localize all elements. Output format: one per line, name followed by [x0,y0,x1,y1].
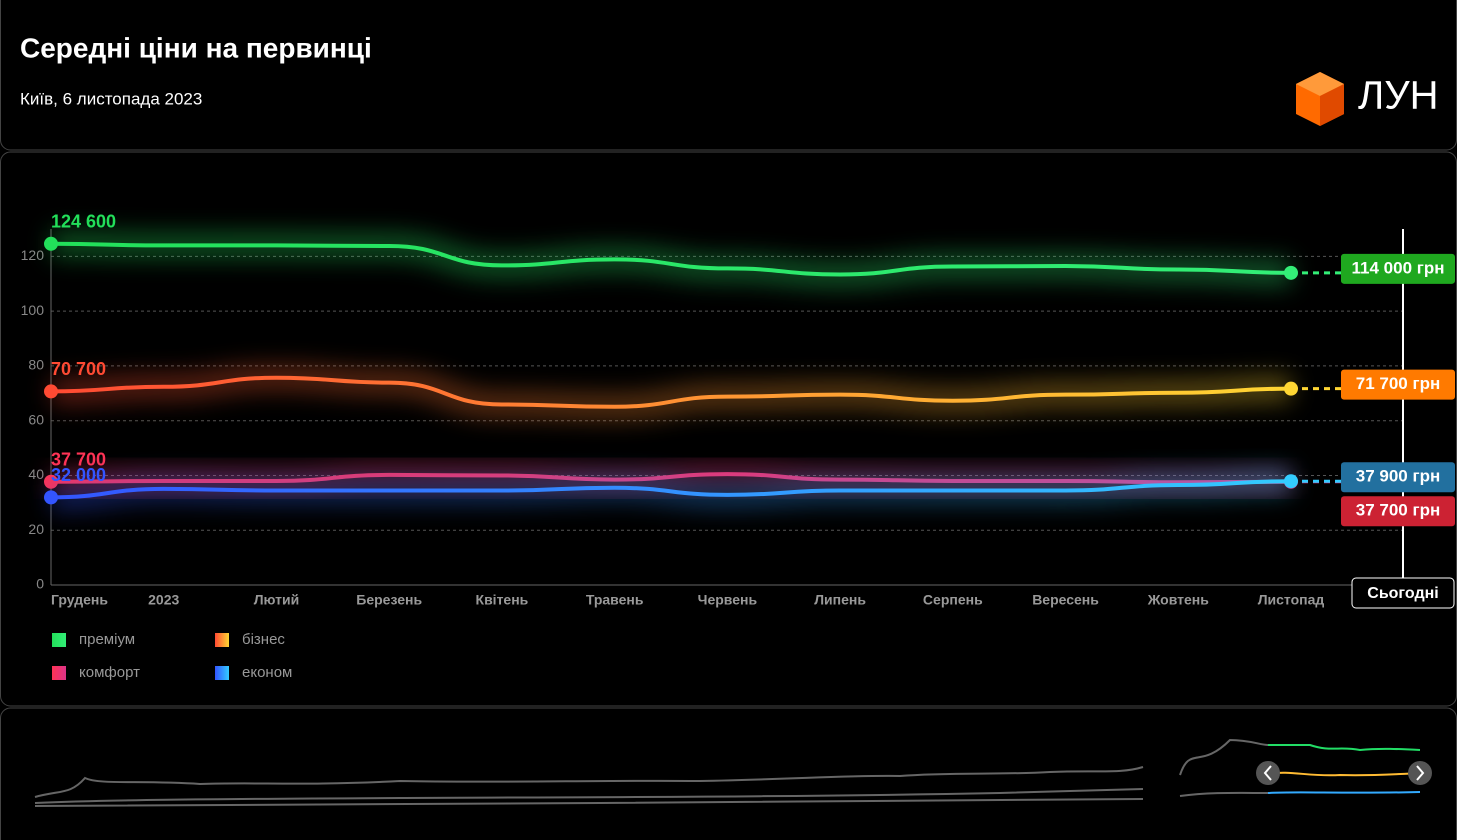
legend-label: комфорт [79,664,140,681]
x-tick-label: Липень [814,592,866,608]
today-label: Сьогодні [1367,585,1438,602]
point [1284,474,1298,489]
x-tick-label: Травень [586,592,644,608]
start-label: 70 700 [51,359,106,379]
legend-swatch [52,633,66,647]
x-tick-label: Березень [356,592,422,608]
x-tick-label: Вересень [1032,592,1099,608]
value-label: 37 700 грн [1356,501,1440,520]
series-line [50,375,1292,409]
y-tick-label: 120 [21,247,45,263]
y-tick-label: 80 [28,357,44,373]
value-badge [1341,253,1455,284]
value-label: 37 900 грн [1356,467,1440,486]
value-badge [1341,496,1455,527]
value-label: 114 000 грн [1352,258,1445,277]
series-line [50,479,1292,500]
value-badge [1341,462,1455,493]
legend-swatch [215,633,229,647]
x-tick-label: Лютий [254,592,300,608]
logo-text: ЛУН [1358,74,1439,118]
legend-swatch [215,666,229,680]
y-tick-label: 100 [21,302,45,318]
value-label: 71 700 грн [1356,374,1440,393]
legend-label: бізнес [242,631,285,648]
legend-label: економ [242,664,292,681]
y-tick-label: 20 [28,521,44,537]
start-label: 37 700 [51,450,106,470]
x-tick-label: Серпень [923,592,983,608]
x-tick-label: Жовтень [1147,592,1210,608]
y-tick-label: 40 [28,466,44,482]
point [44,384,58,399]
x-tick-label: Червень [698,592,758,608]
point [44,236,58,251]
y-tick-label: 0 [36,576,44,592]
series-line [50,241,1292,277]
start-label: 32 000 [51,465,106,485]
legend-swatch [52,666,66,680]
subtitle: Київ, 6 листопада 2023 [20,89,202,108]
legend-label: преміум [79,631,135,648]
minimap-panel [0,707,1457,840]
point [44,490,58,505]
x-tick-label: Листопад [1258,592,1325,608]
x-tick-label: 2023 [148,592,179,608]
point [1284,381,1298,396]
header-panel [0,0,1457,151]
start-label: 124 600 [51,212,116,232]
today-box [1351,577,1455,609]
y-tick-label: 60 [28,411,44,427]
x-tick-label: Грудень [51,592,108,608]
point [1284,265,1298,280]
title: Середні ціни на первинці [20,32,372,63]
logo [1296,72,1344,126]
x-tick-label: Квітень [476,592,529,608]
minimap [34,738,1432,807]
value-badge [1341,369,1455,400]
